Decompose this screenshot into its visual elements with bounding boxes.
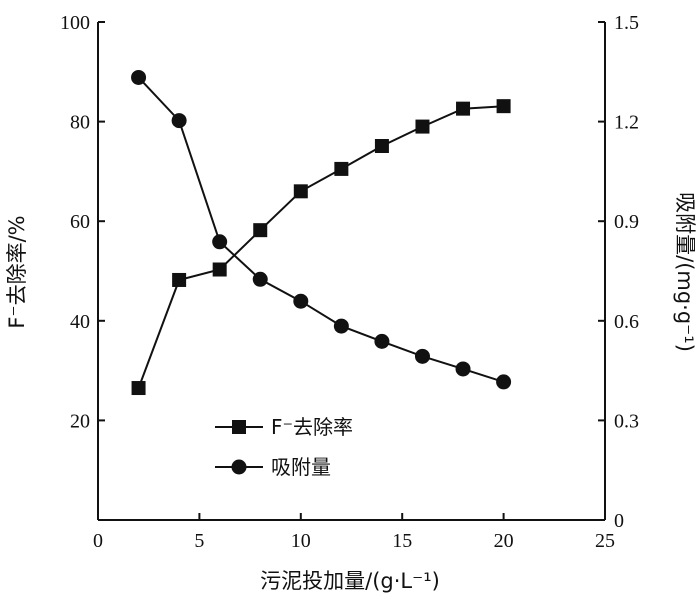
x-tick-label: 5 [194, 530, 204, 552]
data-point-circle [455, 361, 471, 377]
series-line-0 [137, 105, 504, 389]
y-right-tick-label: 0.6 [614, 311, 639, 333]
data-point-square [293, 184, 308, 199]
legend-item-adsorption: 吸附量 [215, 455, 331, 479]
y-left-tick-label: 20 [70, 410, 90, 432]
data-point-square [374, 139, 389, 154]
x-tick-label: 25 [595, 530, 615, 552]
axes [97, 22, 606, 521]
x-tick-label: 20 [494, 530, 514, 552]
data-point-square [172, 272, 187, 287]
series-lines [137, 76, 504, 389]
legend-square-marker [232, 420, 246, 434]
y-left-tick-label: 100 [60, 12, 90, 34]
legend-item-removal-rate: F⁻去除率 [215, 415, 353, 439]
y-axis-label-left: F⁻去除率/% [5, 215, 29, 328]
data-point-square [131, 381, 146, 396]
data-point-circle [414, 348, 430, 364]
x-axis-label: 污泥投加量/(g·L⁻¹) [260, 569, 440, 593]
series-markers [131, 69, 512, 396]
x-tick-label: 0 [93, 530, 103, 552]
data-point-square [334, 161, 349, 176]
legend-label-adsorption: 吸附量 [271, 455, 331, 479]
y-right-tick-label: 1.2 [614, 112, 639, 134]
y-right-tick-label: 0 [614, 510, 624, 532]
x-tick-label: 10 [291, 530, 311, 552]
y-axis-label-right: 吸附量/(mg·g⁻¹) [673, 192, 697, 352]
legend: F⁻去除率 吸附量 [215, 415, 353, 479]
data-point-square [212, 262, 227, 277]
ticks: 0 5 10 15 20 25 20 40 60 80 100 0 0.3 0.6 0.9 1.2 1.5 [60, 12, 639, 552]
y-right-tick-label: 1.5 [614, 12, 639, 34]
y-right-tick-label: 0.3 [614, 410, 639, 432]
data-point-circle [171, 113, 187, 129]
data-point-square [496, 99, 511, 114]
data-point-square [415, 119, 430, 134]
legend-label-removal-rate: F⁻去除率 [271, 415, 353, 439]
y-left-tick-label: 60 [70, 211, 90, 233]
series-line-1 [137, 76, 504, 383]
y-left-tick-label: 80 [70, 112, 90, 134]
data-point-circle [374, 333, 390, 349]
data-point-circle [252, 271, 268, 287]
data-point-circle [131, 69, 147, 85]
data-point-circle [293, 293, 309, 309]
y-right-tick-label: 0.9 [614, 211, 639, 233]
data-point-circle [496, 374, 512, 390]
data-point-square [456, 101, 471, 116]
data-point-circle [333, 318, 349, 334]
data-point-circle [212, 234, 228, 250]
data-point-square [253, 223, 268, 238]
y-left-tick-label: 40 [70, 311, 90, 333]
x-tick-label: 15 [392, 530, 412, 552]
legend-circle-marker [231, 459, 247, 475]
